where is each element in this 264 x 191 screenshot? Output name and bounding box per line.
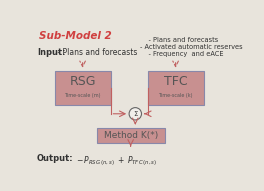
Text: Time-scale (k): Time-scale (k) (158, 93, 193, 98)
Text: Input:: Input: (37, 48, 65, 57)
Text: - Activated automatic reserves: - Activated automatic reserves (140, 44, 243, 50)
Text: $- \,P_{RSG\,(n,s)}\; +\; P_{TFC\,(n,s)}$: $- \,P_{RSG\,(n,s)}\; +\; P_{TFC\,(n,s)}… (76, 154, 157, 168)
Text: Output:: Output: (37, 154, 73, 163)
FancyBboxPatch shape (97, 128, 165, 143)
Text: TFC: TFC (164, 75, 187, 88)
Circle shape (129, 108, 142, 120)
Text: Time-scale (m): Time-scale (m) (64, 93, 101, 98)
Text: - Frequency  and eACE: - Frequency and eACE (140, 51, 223, 57)
Text: Sub-Model 2: Sub-Model 2 (39, 31, 112, 41)
Text: Method K(*): Method K(*) (103, 131, 158, 140)
Text: - Plans and forecasts: - Plans and forecasts (55, 48, 137, 57)
Text: Σ: Σ (133, 111, 138, 117)
FancyBboxPatch shape (55, 71, 111, 104)
Text: - Plans and forecasts: - Plans and forecasts (140, 37, 218, 43)
Text: RSG: RSG (69, 75, 96, 88)
FancyBboxPatch shape (148, 71, 204, 104)
